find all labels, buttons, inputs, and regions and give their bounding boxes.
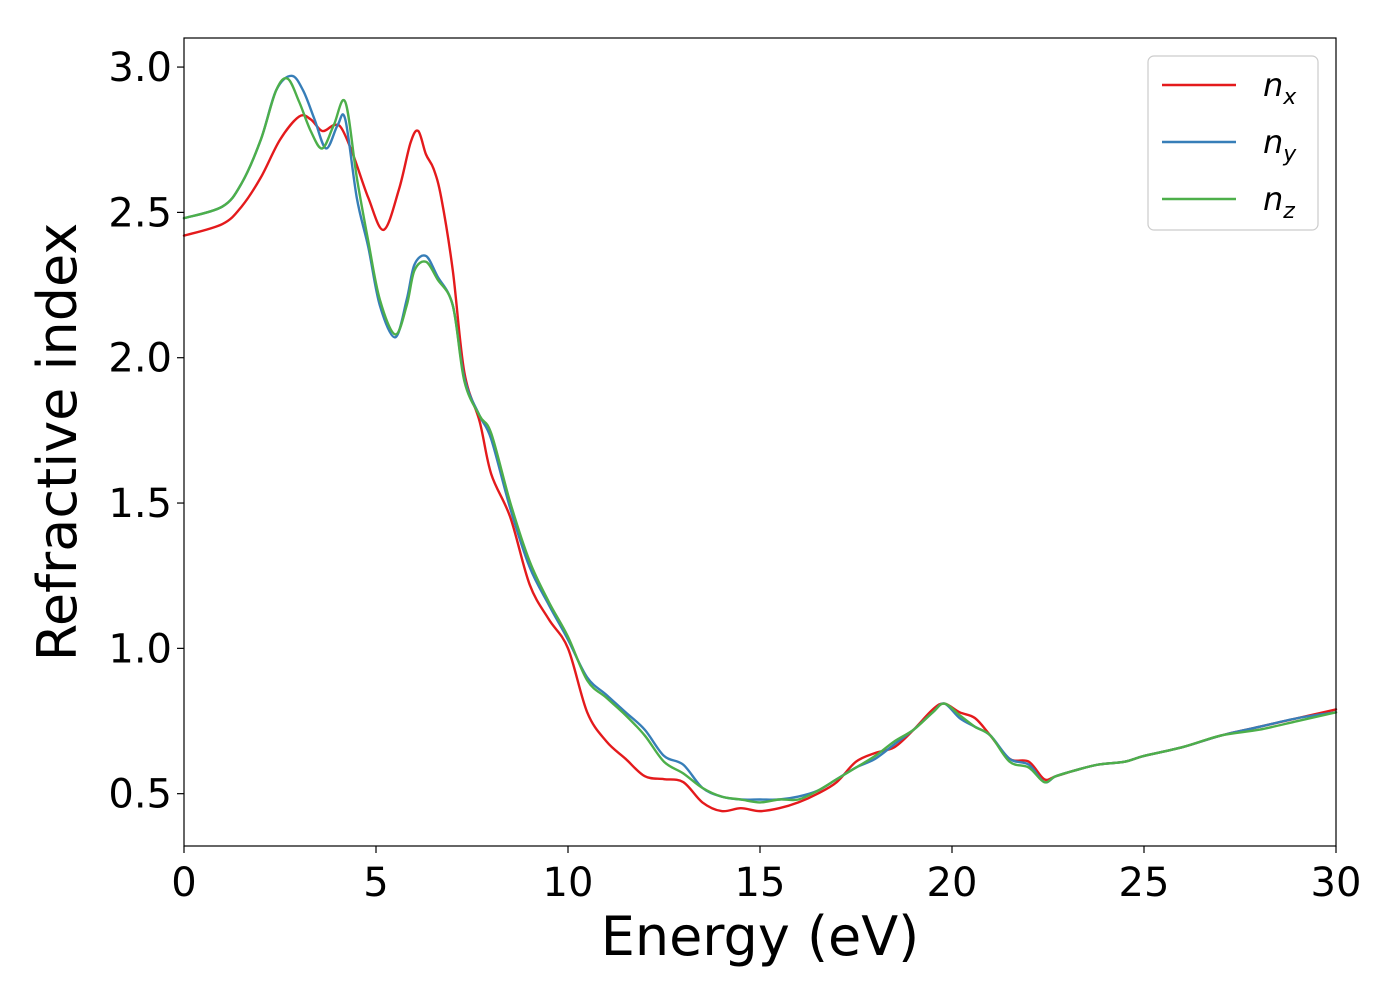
legend-label-subscript: x	[1282, 85, 1297, 110]
legend-label-z: nz	[1263, 180, 1295, 224]
legend-label-base: n	[1263, 180, 1283, 218]
x-tick-label: 10	[543, 860, 594, 906]
legend-label-y: ny	[1263, 123, 1297, 167]
series-line-x	[182, 113, 1338, 813]
x-tick-label: 30	[1311, 860, 1362, 906]
x-tick-label: 0	[171, 860, 196, 906]
y-tick-label: 2.5	[108, 190, 172, 236]
legend-label-base: n	[1263, 123, 1283, 161]
y-tick-label: 3.0	[108, 45, 172, 91]
y-tick-label: 1.0	[108, 626, 172, 672]
series-layer	[182, 74, 1338, 813]
legend-label-x: nx	[1263, 66, 1297, 110]
y-tick-label: 1.5	[108, 481, 172, 527]
x-tick-label: 5	[363, 860, 388, 906]
y-tick-label: 2.0	[108, 336, 172, 382]
y-tick-label: 0.5	[108, 772, 172, 818]
y-axis-ticks: 0.5 1.0 1.5 2.0 2.5 3.0	[108, 45, 184, 818]
x-axis-ticks: 0 5 10 15 20 25 30	[171, 846, 1361, 906]
y-axis-title: Refractive index	[26, 223, 89, 662]
legend-label-subscript: z	[1282, 199, 1295, 224]
x-tick-label: 25	[1119, 860, 1170, 906]
x-tick-label: 15	[735, 860, 786, 906]
legend-label-subscript: y	[1282, 142, 1297, 167]
series-line-z	[182, 77, 1338, 804]
x-axis-title: Energy (eV)	[601, 905, 920, 968]
x-tick-label: 20	[927, 860, 978, 906]
legend-label-base: n	[1263, 66, 1283, 104]
